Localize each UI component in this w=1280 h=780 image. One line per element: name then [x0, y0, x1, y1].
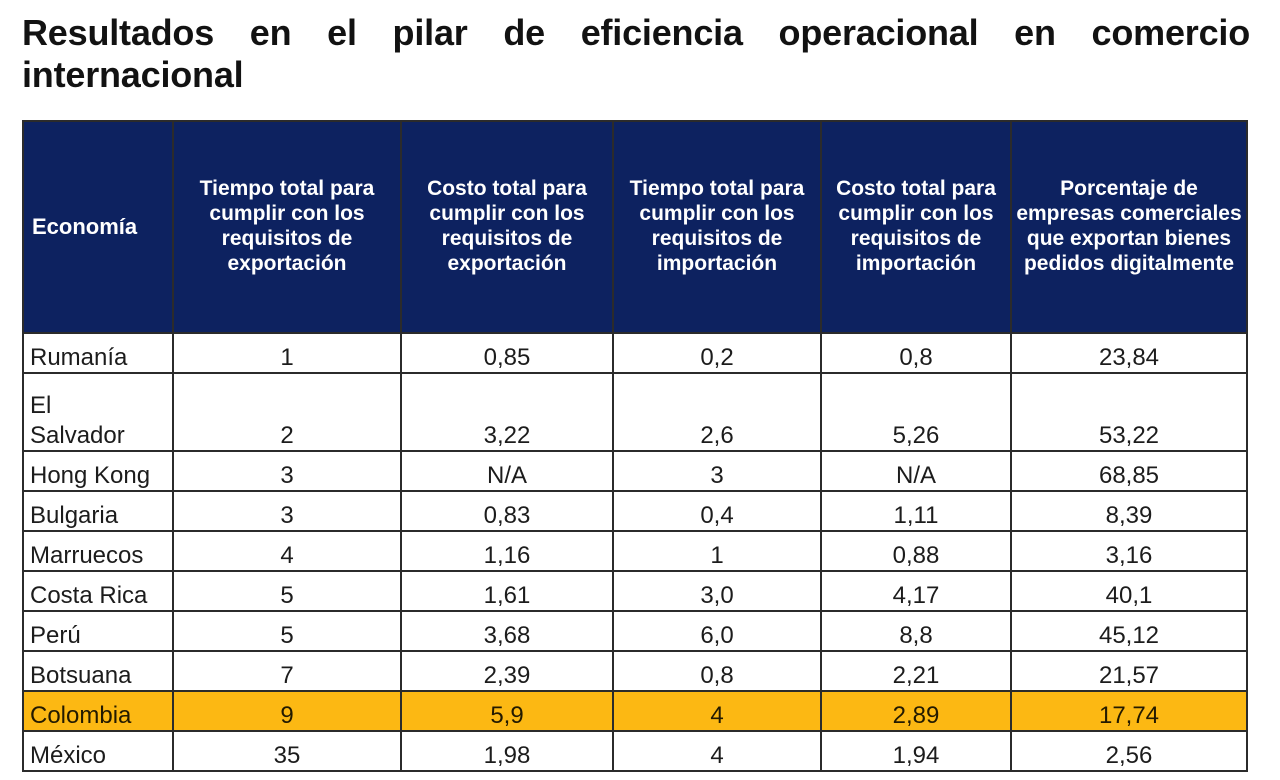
table-row: Colombia 9 5,9 4 2,89 17,74 [22, 690, 1248, 732]
cell-porcentaje-digital: 45,12 [1010, 610, 1248, 652]
cell-costo-importacion: 4,17 [820, 570, 1012, 612]
cell-economia: Costa Rica [22, 570, 174, 612]
cell-costo-importacion: 0,8 [820, 332, 1012, 374]
cell-costo-importacion: 2,21 [820, 650, 1012, 692]
cell-tiempo-importacion: 0,8 [612, 650, 822, 692]
cell-costo-exportacion: 1,61 [400, 570, 614, 612]
cell-tiempo-importacion: 4 [612, 690, 822, 732]
table-row: Botsuana 7 2,39 0,8 2,21 21,57 [22, 650, 1248, 692]
cell-costo-importacion: 1,11 [820, 490, 1012, 532]
cell-tiempo-exportacion: 2 [172, 372, 402, 452]
cell-costo-exportacion: 3,22 [400, 372, 614, 452]
cell-tiempo-importacion: 0,4 [612, 490, 822, 532]
cell-tiempo-importacion: 4 [612, 730, 822, 772]
cell-costo-importacion: 8,8 [820, 610, 1012, 652]
cell-economia: Marruecos [22, 530, 174, 572]
cell-economia: Bulgaria [22, 490, 174, 532]
cell-tiempo-exportacion: 9 [172, 690, 402, 732]
cell-tiempo-importacion: 3 [612, 450, 822, 492]
cell-economia: Botsuana [22, 650, 174, 692]
cell-costo-importacion: N/A [820, 450, 1012, 492]
cell-tiempo-exportacion: 3 [172, 490, 402, 532]
cell-tiempo-exportacion: 5 [172, 610, 402, 652]
cell-costo-importacion: 1,94 [820, 730, 1012, 772]
cell-economia: Rumanía [22, 332, 174, 374]
table-row: Marruecos 4 1,16 1 0,88 3,16 [22, 530, 1248, 572]
cell-tiempo-importacion: 3,0 [612, 570, 822, 612]
table-row: Perú 5 3,68 6,0 8,8 45,12 [22, 610, 1248, 652]
cell-costo-exportacion: 0,83 [400, 490, 614, 532]
results-table: Economía Tiempo total para cumplir con l… [22, 120, 1248, 772]
table-row: Hong Kong 3 N/A 3 N/A 68,85 [22, 450, 1248, 492]
cell-costo-exportacion: N/A [400, 450, 614, 492]
cell-costo-exportacion: 2,39 [400, 650, 614, 692]
cell-economia: Colombia [22, 690, 174, 732]
cell-economia: México [22, 730, 174, 772]
page-title: Resultados en el pilar de eficiencia ope… [22, 12, 1260, 96]
cell-porcentaje-digital: 53,22 [1010, 372, 1248, 452]
cell-costo-exportacion: 5,9 [400, 690, 614, 732]
cell-tiempo-importacion: 0,2 [612, 332, 822, 374]
cell-porcentaje-digital: 68,85 [1010, 450, 1248, 492]
cell-porcentaje-digital: 40,1 [1010, 570, 1248, 612]
column-header-tiempo-importacion: Tiempo total para cumplir con los requis… [612, 120, 822, 334]
cell-porcentaje-digital: 17,74 [1010, 690, 1248, 732]
column-header-costo-exportacion: Costo total para cumplir con los requisi… [400, 120, 614, 334]
results-table-container: Economía Tiempo total para cumplir con l… [22, 120, 1248, 772]
cell-costo-importacion: 0,88 [820, 530, 1012, 572]
cell-tiempo-importacion: 2,6 [612, 372, 822, 452]
cell-porcentaje-digital: 23,84 [1010, 332, 1248, 374]
cell-tiempo-exportacion: 7 [172, 650, 402, 692]
column-header-costo-importacion: Costo total para cumplir con los requisi… [820, 120, 1012, 334]
cell-economia: Hong Kong [22, 450, 174, 492]
cell-tiempo-importacion: 1 [612, 530, 822, 572]
table-row: México 35 1,98 4 1,94 2,56 [22, 730, 1248, 772]
table-body: Rumanía 1 0,85 0,2 0,8 23,84 El Salvador 2 3,22 2… [22, 332, 1248, 772]
table-row: El Salvador 2 3,22 2,6 5,26 53,22 [22, 372, 1248, 452]
cell-costo-importacion: 2,89 [820, 690, 1012, 732]
cell-porcentaje-digital: 21,57 [1010, 650, 1248, 692]
column-header-porcentaje-digital: Porcentaje de empresas comerciales que e… [1010, 120, 1248, 334]
column-header-economia: Economía [22, 120, 174, 334]
cell-porcentaje-digital: 2,56 [1010, 730, 1248, 772]
cell-tiempo-importacion: 6,0 [612, 610, 822, 652]
cell-costo-exportacion: 1,16 [400, 530, 614, 572]
cell-tiempo-exportacion: 1 [172, 332, 402, 374]
cell-tiempo-exportacion: 3 [172, 450, 402, 492]
cell-economia: El Salvador [22, 372, 174, 452]
cell-porcentaje-digital: 3,16 [1010, 530, 1248, 572]
cell-costo-exportacion: 1,98 [400, 730, 614, 772]
cell-tiempo-exportacion: 4 [172, 530, 402, 572]
table-row: Rumanía 1 0,85 0,2 0,8 23,84 [22, 332, 1248, 374]
cell-costo-exportacion: 0,85 [400, 332, 614, 374]
table-header-row: Economía Tiempo total para cumplir con l… [22, 120, 1248, 334]
cell-tiempo-exportacion: 35 [172, 730, 402, 772]
table-row: Costa Rica 5 1,61 3,0 4,17 40,1 [22, 570, 1248, 612]
cell-economia: Perú [22, 610, 174, 652]
cell-porcentaje-digital: 8,39 [1010, 490, 1248, 532]
cell-tiempo-exportacion: 5 [172, 570, 402, 612]
table-row: Bulgaria 3 0,83 0,4 1,11 8,39 [22, 490, 1248, 532]
table-header: Economía Tiempo total para cumplir con l… [22, 120, 1248, 334]
column-header-tiempo-exportacion: Tiempo total para cumplir con los requis… [172, 120, 402, 334]
cell-costo-exportacion: 3,68 [400, 610, 614, 652]
cell-costo-importacion: 5,26 [820, 372, 1012, 452]
